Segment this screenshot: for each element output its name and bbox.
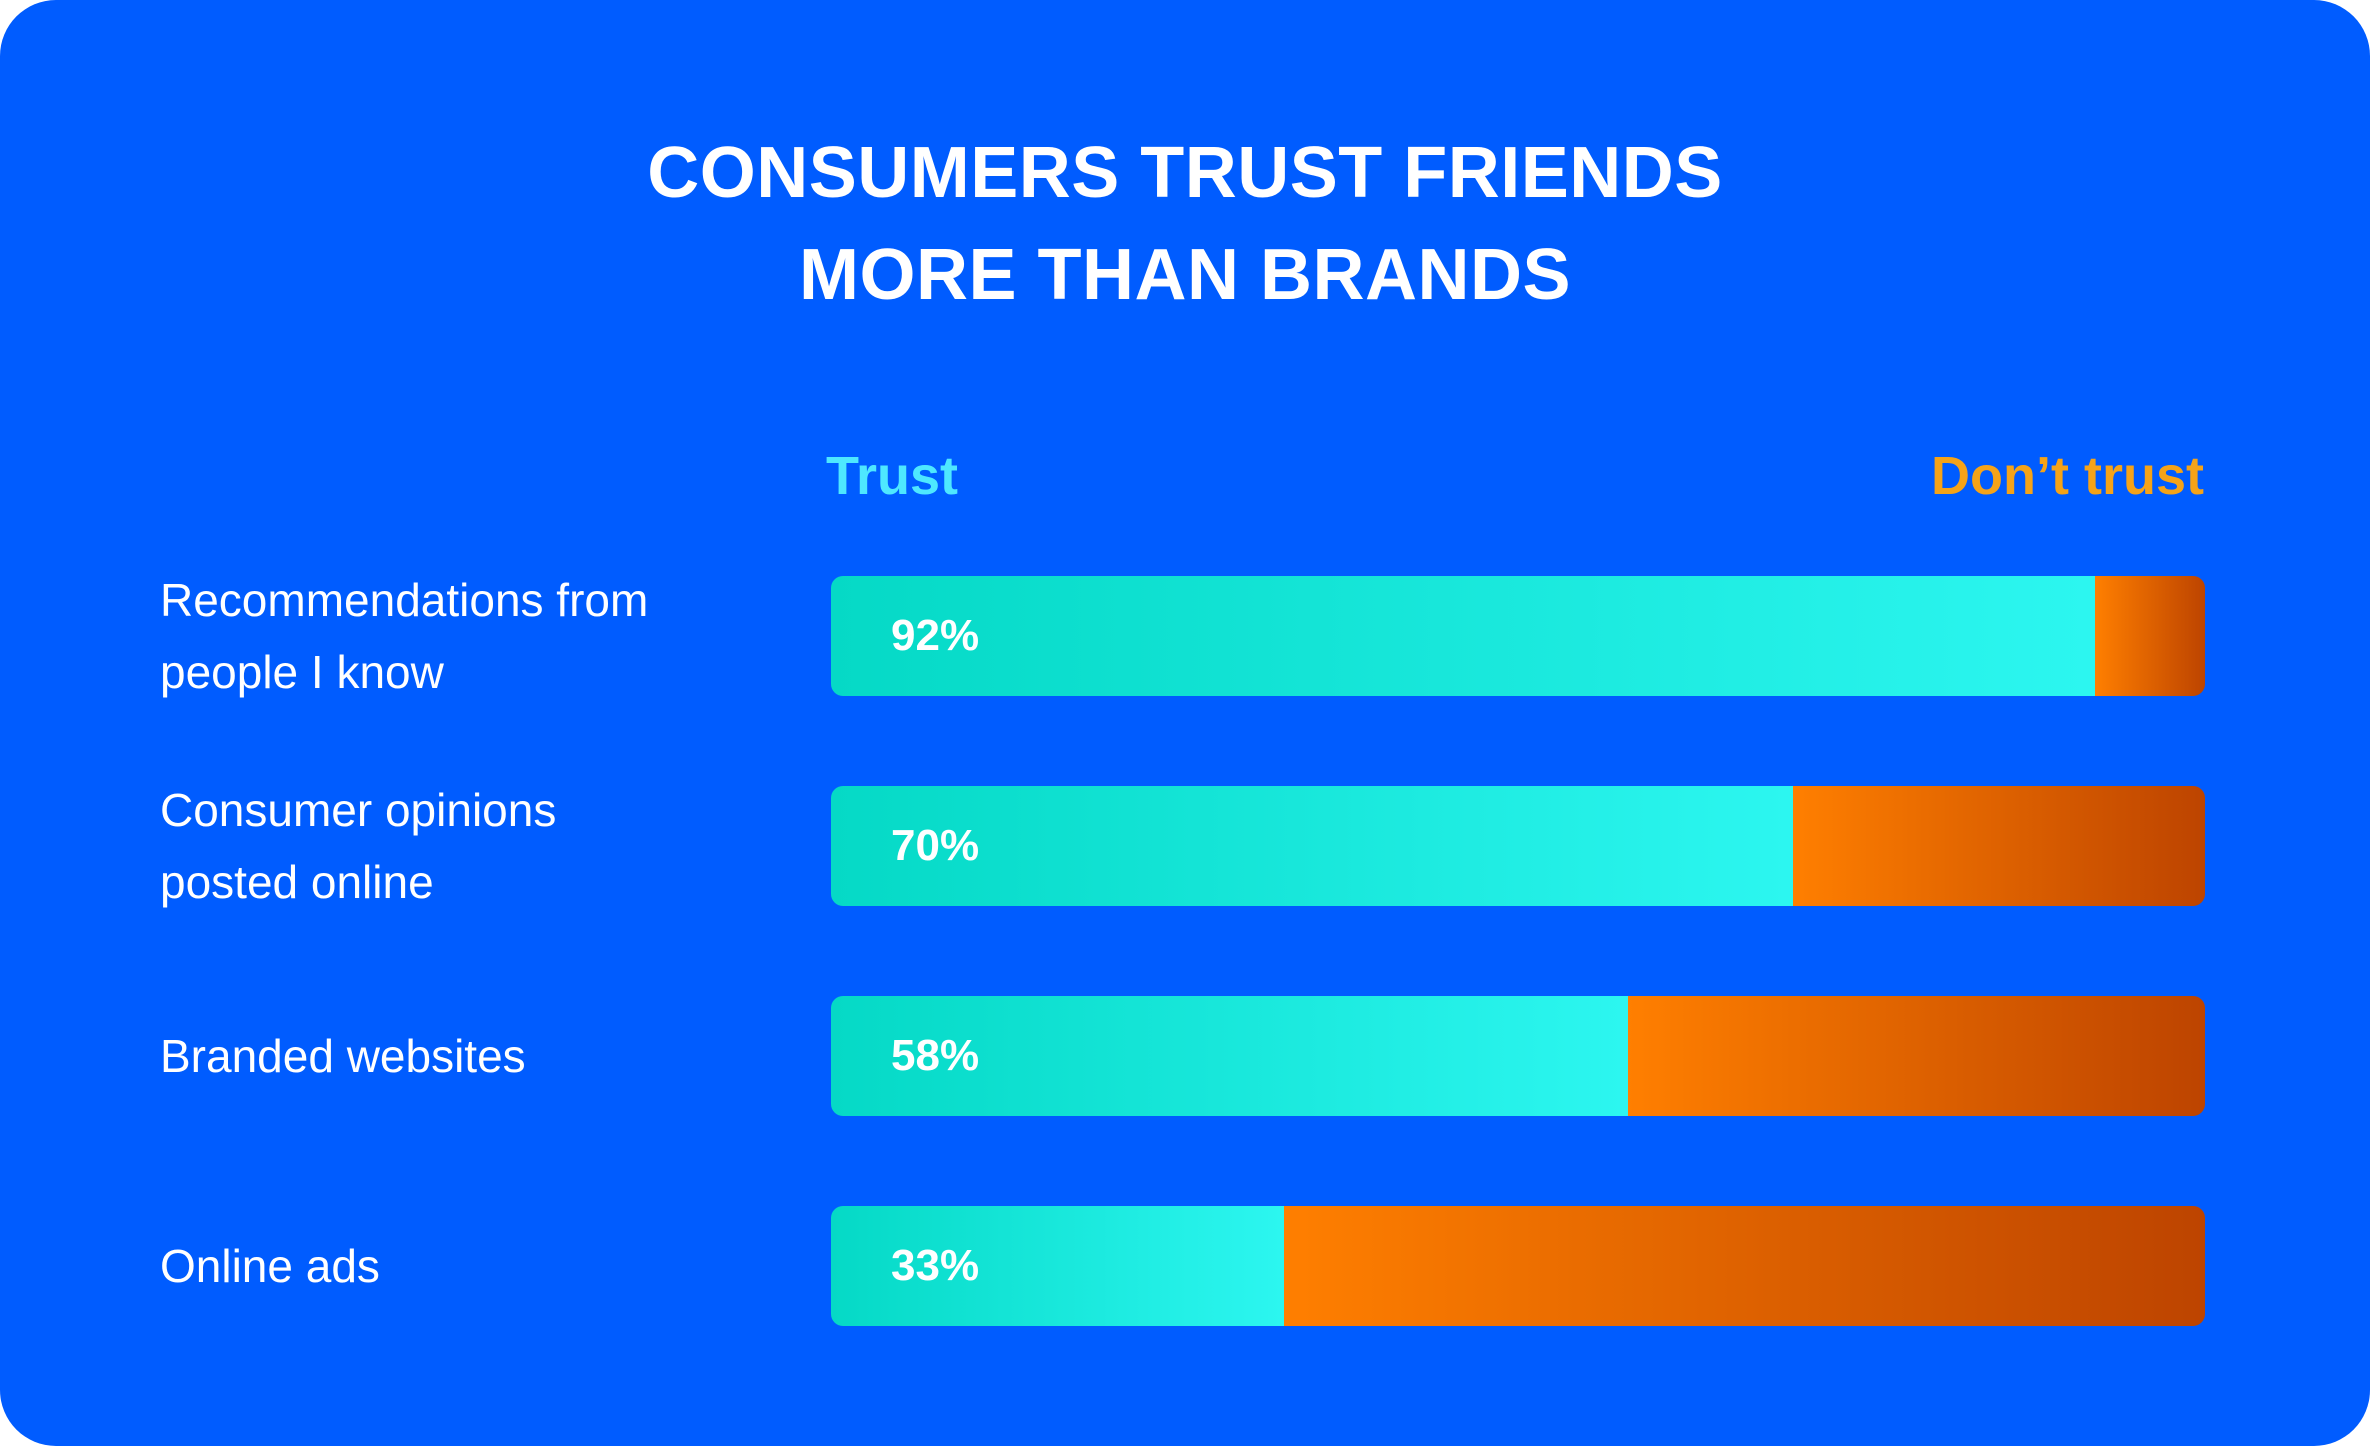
bar-distrust-segment: [2095, 576, 2205, 696]
legend-dont-trust: Don’t trust: [1931, 446, 2204, 506]
bar-distrust-segment: [1792, 786, 2205, 906]
chart-title-line-1: CONSUMERS TRUST FRIENDS: [647, 133, 1723, 213]
bar-row: 70%: [831, 786, 2205, 906]
bar-value-label: 33%: [891, 1241, 980, 1290]
bar-row: 92%: [831, 576, 2205, 696]
row-label-line: posted online: [160, 856, 434, 908]
bar-trust-segment: 92%: [831, 576, 2096, 696]
chart-title-line-2: MORE THAN BRANDS: [799, 235, 1571, 315]
bar-value-label: 58%: [891, 1031, 980, 1080]
row-label-line: Consumer opinions: [160, 784, 557, 836]
bar-trust-segment: 70%: [831, 786, 1793, 906]
bar-row: 58%: [831, 996, 2205, 1116]
row-label: Recommendations from people I know: [160, 564, 780, 708]
row-label: Consumer opinions posted online: [160, 774, 780, 918]
bar-value-label: 92%: [891, 611, 980, 660]
row-label: Branded websites: [160, 1020, 780, 1092]
row-label-line: people I know: [160, 646, 444, 698]
row-label-line: Branded websites: [160, 1030, 526, 1082]
legend-trust: Trust: [826, 446, 959, 506]
bar-value-label: 70%: [891, 821, 980, 870]
bar-row: 33%: [831, 1206, 2205, 1326]
bar-trust-segment: 58%: [831, 996, 1628, 1116]
bar-distrust-segment: [1284, 1206, 2205, 1326]
bar-trust-segment: 33%: [831, 1206, 1285, 1326]
row-label: Online ads: [160, 1230, 780, 1302]
row-label-line: Recommendations from: [160, 574, 649, 626]
bar-distrust-segment: [1627, 996, 2205, 1116]
row-label-line: Online ads: [160, 1240, 380, 1292]
